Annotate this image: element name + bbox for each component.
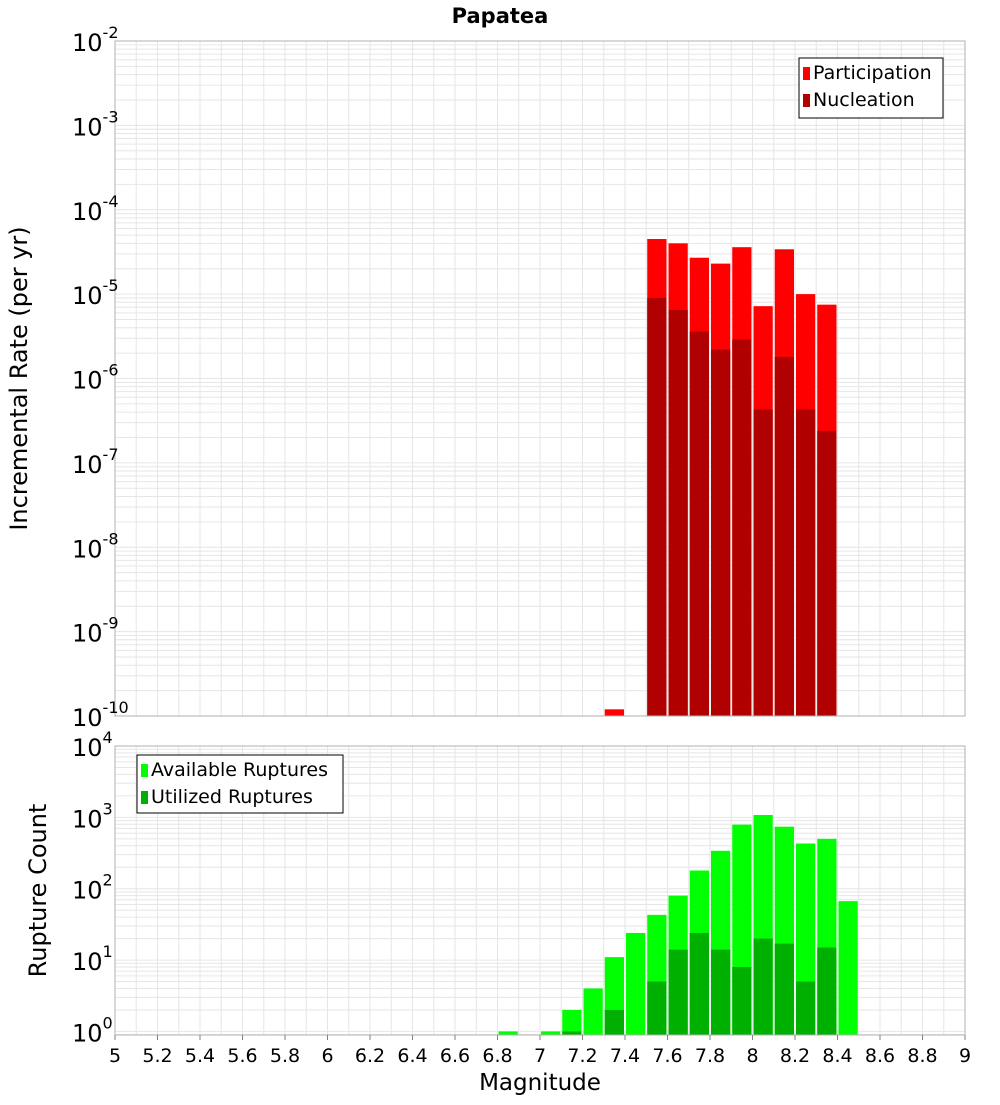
rate-bar-nucleation xyxy=(647,297,667,716)
x-tick-label: 6.4 xyxy=(397,1045,427,1067)
count-y-tick-label: 104 xyxy=(72,728,113,762)
rate-y-axis-label: Incremental Rate (per yr) xyxy=(5,226,33,530)
rate-bar-nucleation xyxy=(753,409,773,716)
count-bar-utilized-ruptures xyxy=(817,947,837,1035)
rate-y-tick-label: 10-8 xyxy=(72,529,119,563)
x-tick-label: 6.6 xyxy=(440,1045,470,1067)
rate-bar-nucleation xyxy=(668,309,688,716)
rate-bar-participation xyxy=(604,709,624,716)
count-y-ticks: 104 103 102 101 100 xyxy=(72,728,113,1047)
count-y-tick-label: 103 xyxy=(72,799,113,833)
count-y-tick-label: 102 xyxy=(72,871,113,905)
x-tick-label: 8.2 xyxy=(780,1045,810,1067)
x-tick-label: 7.8 xyxy=(695,1045,725,1067)
x-tick-label: 6.2 xyxy=(355,1045,385,1067)
rate-y-tick-label: 10-6 xyxy=(72,361,119,395)
rate-y-tick-label: 10-3 xyxy=(72,107,119,141)
rupture-count-plot: 104 103 102 101 100 Rupture Count Available Ru… xyxy=(24,728,971,1096)
x-tick-label: 8 xyxy=(746,1045,758,1067)
rate-bar-nucleation xyxy=(774,356,794,716)
rate-legend-label: Participation xyxy=(813,62,932,84)
rate-y-tick-label: 10-4 xyxy=(72,192,119,226)
count-bar-available-ruptures xyxy=(838,901,858,1035)
count-legend-box xyxy=(136,754,344,814)
count-bar-available-ruptures xyxy=(541,1031,561,1035)
x-ticks: 5 5.2 5.4 5.6 5.8 6 6.2 6.4 6.6 6.8 7 7.2 7.4 7.6 7.8 8… xyxy=(109,1035,971,1067)
count-y-tick-label: 100 xyxy=(72,1013,113,1047)
rate-bar-nucleation xyxy=(796,409,816,716)
rate-bar-nucleation xyxy=(732,339,752,716)
x-tick-label: 5 xyxy=(109,1045,121,1067)
count-bar-utilized-ruptures xyxy=(774,943,794,1035)
rate-y-tick-label: 10-5 xyxy=(72,276,119,310)
x-tick-label: 8.8 xyxy=(907,1045,937,1067)
count-series-1 xyxy=(562,932,837,1035)
x-tick-label: 5.6 xyxy=(227,1045,257,1067)
rate-bar-nucleation xyxy=(817,430,837,716)
rate-plot-frame xyxy=(114,40,966,717)
x-tick-label: 7.6 xyxy=(652,1045,682,1067)
count-bar-utilized-ruptures xyxy=(689,932,709,1035)
rate-legend-box xyxy=(798,57,944,119)
rate-bar-nucleation xyxy=(689,331,709,716)
rate-gridlines xyxy=(114,41,966,717)
count-bar-utilized-ruptures xyxy=(711,949,731,1035)
count-bar-utilized-ruptures xyxy=(647,981,667,1035)
rate-y-tick-label: 10-7 xyxy=(72,445,119,479)
x-tick-label: 7.4 xyxy=(610,1045,640,1067)
rate-plot: 10-2 10-3 10-4 10-5 10-6 10-7 10-8 10-9 10-10 Inc… xyxy=(5,23,966,732)
rate-bar-nucleation xyxy=(711,349,731,716)
count-legend-swatch xyxy=(141,764,148,777)
x-tick-label: 9 xyxy=(959,1045,971,1067)
count-y-tick-label: 101 xyxy=(72,942,113,976)
count-bar-utilized-ruptures xyxy=(732,966,752,1035)
rate-legend-swatch xyxy=(803,67,810,80)
count-bar-utilized-ruptures xyxy=(668,949,688,1035)
count-bar-available-ruptures xyxy=(562,1009,582,1035)
x-axis-label: Magnitude xyxy=(479,1070,601,1096)
rate-y-tick-label: 10-9 xyxy=(72,614,119,648)
rate-legend-label: Nucleation xyxy=(813,89,915,111)
count-bar-utilized-ruptures xyxy=(562,1031,582,1035)
count-y-axis-label: Rupture Count xyxy=(24,804,52,978)
x-tick-label: 8.4 xyxy=(822,1045,852,1067)
chart-title: Papatea xyxy=(452,4,549,28)
x-tick-label: 7.2 xyxy=(567,1045,597,1067)
x-tick-label: 5.8 xyxy=(270,1045,300,1067)
rate-y-tick-label: 10-2 xyxy=(72,23,119,57)
count-legend-label: Utilized Ruptures xyxy=(151,786,313,808)
x-tick-label: 7 xyxy=(534,1045,546,1067)
x-tick-label: 6.8 xyxy=(482,1045,512,1067)
count-legend: Available Ruptures Utilized Ruptures xyxy=(136,754,344,814)
count-bar-utilized-ruptures xyxy=(604,1009,624,1035)
rate-y-tick-label: 10-10 xyxy=(72,698,129,732)
x-tick-label: 8.6 xyxy=(865,1045,895,1067)
rate-series-1 xyxy=(647,297,837,716)
x-tick-label: 5.4 xyxy=(185,1045,215,1067)
count-bar-utilized-ruptures xyxy=(796,981,816,1035)
x-tick-label: 6 xyxy=(321,1045,333,1067)
count-bar-available-ruptures xyxy=(626,932,646,1035)
rate-legend-swatch xyxy=(803,94,810,107)
rate-legend: Participation Nucleation xyxy=(798,57,944,119)
count-legend-label: Available Ruptures xyxy=(151,759,328,781)
count-bar-available-ruptures xyxy=(498,1031,518,1035)
count-bar-utilized-ruptures xyxy=(753,938,773,1035)
count-bar-available-ruptures xyxy=(583,988,603,1035)
x-tick-label: 5.2 xyxy=(142,1045,172,1067)
rate-y-ticks: 10-2 10-3 10-4 10-5 10-6 10-7 10-8 10-9 10-10 xyxy=(72,23,129,732)
count-legend-swatch xyxy=(141,791,148,804)
